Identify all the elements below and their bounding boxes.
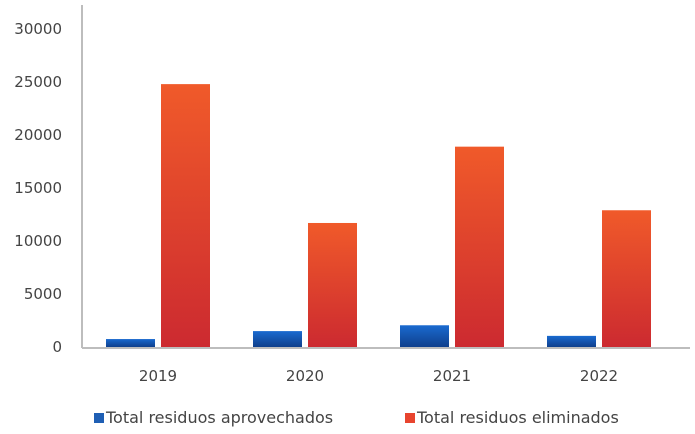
bar-eliminados-2021 xyxy=(455,146,504,347)
x-axis-ticks: 2019 2020 2021 2022 xyxy=(139,367,618,385)
bar-eliminados-2022 xyxy=(602,210,651,347)
legend-label: Total residuos eliminados xyxy=(416,408,619,427)
y-tick-label: 25000 xyxy=(14,73,62,91)
legend-swatch xyxy=(94,413,104,423)
bar-aprovechados-2019 xyxy=(106,339,155,347)
bar-aprovechados-2021 xyxy=(400,325,449,347)
bar-aprovechados-2022 xyxy=(547,335,596,347)
bar-aprovechados-2020 xyxy=(253,331,302,347)
x-tick-label: 2019 xyxy=(139,367,177,385)
legend-swatch xyxy=(405,413,415,423)
x-tick-label: 2021 xyxy=(433,367,471,385)
y-tick-label: 0 xyxy=(52,338,62,356)
x-tick-label: 2022 xyxy=(580,367,618,385)
y-tick-label: 10000 xyxy=(14,232,62,250)
y-tick-label: 5000 xyxy=(24,285,62,303)
legend-item-eliminados: Total residuos eliminados xyxy=(405,408,619,427)
y-axis-ticks: 0 5000 10000 15000 20000 25000 30000 xyxy=(14,20,62,356)
y-tick-label: 15000 xyxy=(14,179,62,197)
y-tick-label: 20000 xyxy=(14,126,62,144)
chart-axes xyxy=(81,5,690,349)
y-tick-label: 30000 xyxy=(14,20,62,38)
x-tick-label: 2020 xyxy=(286,367,324,385)
legend-label: Total residuos aprovechados xyxy=(105,408,333,427)
chart-legend: Total residuos aprovechados Total residuo… xyxy=(94,408,619,427)
legend-item-aprovechados: Total residuos aprovechados xyxy=(94,408,333,427)
bar-eliminados-2019 xyxy=(161,84,210,348)
chart-bars xyxy=(106,84,651,348)
bar-eliminados-2020 xyxy=(308,222,357,347)
